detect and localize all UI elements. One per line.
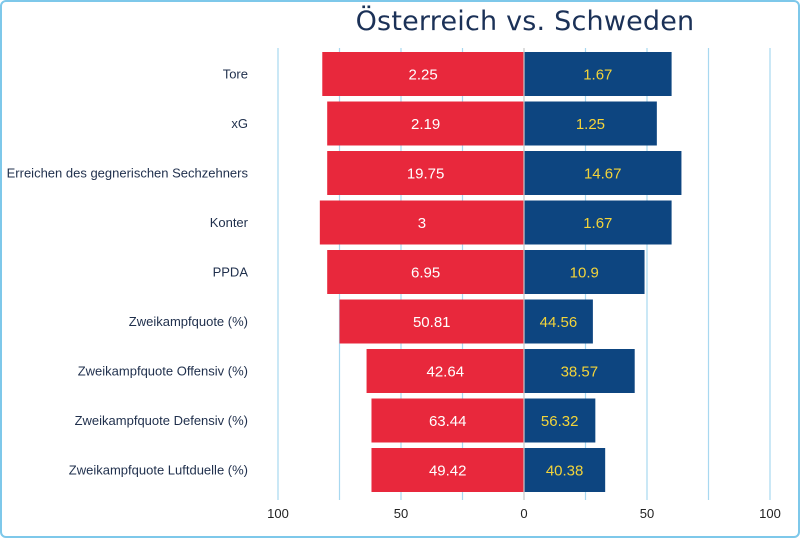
data-label-schweden: 1.67	[583, 215, 612, 232]
data-label-schweden: 14.67	[584, 166, 622, 183]
bar-schweden	[524, 398, 596, 443]
bar-oesterreich	[327, 250, 524, 294]
bar-oesterreich	[371, 398, 524, 443]
category-label: Erreichen des gegnerischen Sechzehners	[7, 166, 249, 181]
bar-oesterreich	[366, 349, 524, 393]
data-label-schweden: 10.9	[570, 265, 599, 282]
axis-layer: 100 50 0 50 100	[267, 48, 781, 521]
bar-oesterreich	[319, 200, 524, 245]
bar-layer	[319, 52, 682, 492]
label-layer: Tore 2.25 1.67 xG 2.19 1.25 Erreichen des gegn…	[7, 67, 622, 480]
data-label-oesterreich: 63.44	[429, 413, 467, 430]
data-label-schweden: 38.57	[561, 364, 599, 381]
bar-schweden	[524, 349, 635, 393]
bar-oesterreich	[371, 448, 524, 492]
category-label: xG	[231, 116, 248, 131]
category-label: Zweikampfquote Defensiv (%)	[75, 413, 248, 428]
category-label: Zweikampfquote (%)	[129, 314, 248, 329]
data-label-oesterreich: 19.75	[407, 166, 445, 183]
data-label-oesterreich: 50.81	[413, 314, 451, 331]
bar-oesterreich	[322, 52, 524, 96]
data-label-schweden: 1.67	[583, 67, 612, 84]
x-tick-label: 50	[640, 506, 654, 521]
bar-schweden	[524, 448, 606, 492]
x-tick-label: 50	[394, 506, 408, 521]
x-tick-label: 100	[267, 506, 289, 521]
category-label: PPDA	[213, 265, 249, 280]
data-label-oesterreich: 2.19	[411, 116, 440, 133]
data-label-oesterreich: 3	[418, 215, 426, 232]
category-label: Zweikampfquote Luftduelle (%)	[69, 463, 248, 478]
data-label-oesterreich: 49.42	[429, 463, 467, 480]
data-label-oesterreich: 2.25	[409, 67, 438, 84]
bar-schweden	[524, 151, 682, 195]
bar-schweden	[524, 250, 645, 294]
category-label: Zweikampfquote Offensiv (%)	[78, 364, 248, 379]
x-tick-label: 0	[520, 506, 527, 521]
bar-schweden	[524, 200, 672, 245]
data-label-oesterreich: 42.64	[427, 364, 465, 381]
x-tick-label: 100	[759, 506, 781, 521]
data-label-oesterreich: 6.95	[411, 265, 440, 282]
bar-oesterreich	[327, 101, 524, 146]
data-label-schweden: 40.38	[546, 463, 584, 480]
category-label: Tore	[223, 67, 248, 82]
bar-schweden	[524, 101, 657, 146]
data-label-schweden: 56.32	[541, 413, 579, 430]
bar-schweden	[524, 299, 593, 344]
bar-oesterreich	[327, 151, 524, 195]
bar-oesterreich	[339, 299, 524, 344]
bar-schweden	[524, 52, 672, 96]
data-label-schweden: 44.56	[540, 314, 578, 331]
category-label: Konter	[210, 215, 249, 230]
data-label-schweden: 1.25	[576, 116, 605, 133]
chart-title: Österreich vs. Schweden	[355, 6, 695, 37]
